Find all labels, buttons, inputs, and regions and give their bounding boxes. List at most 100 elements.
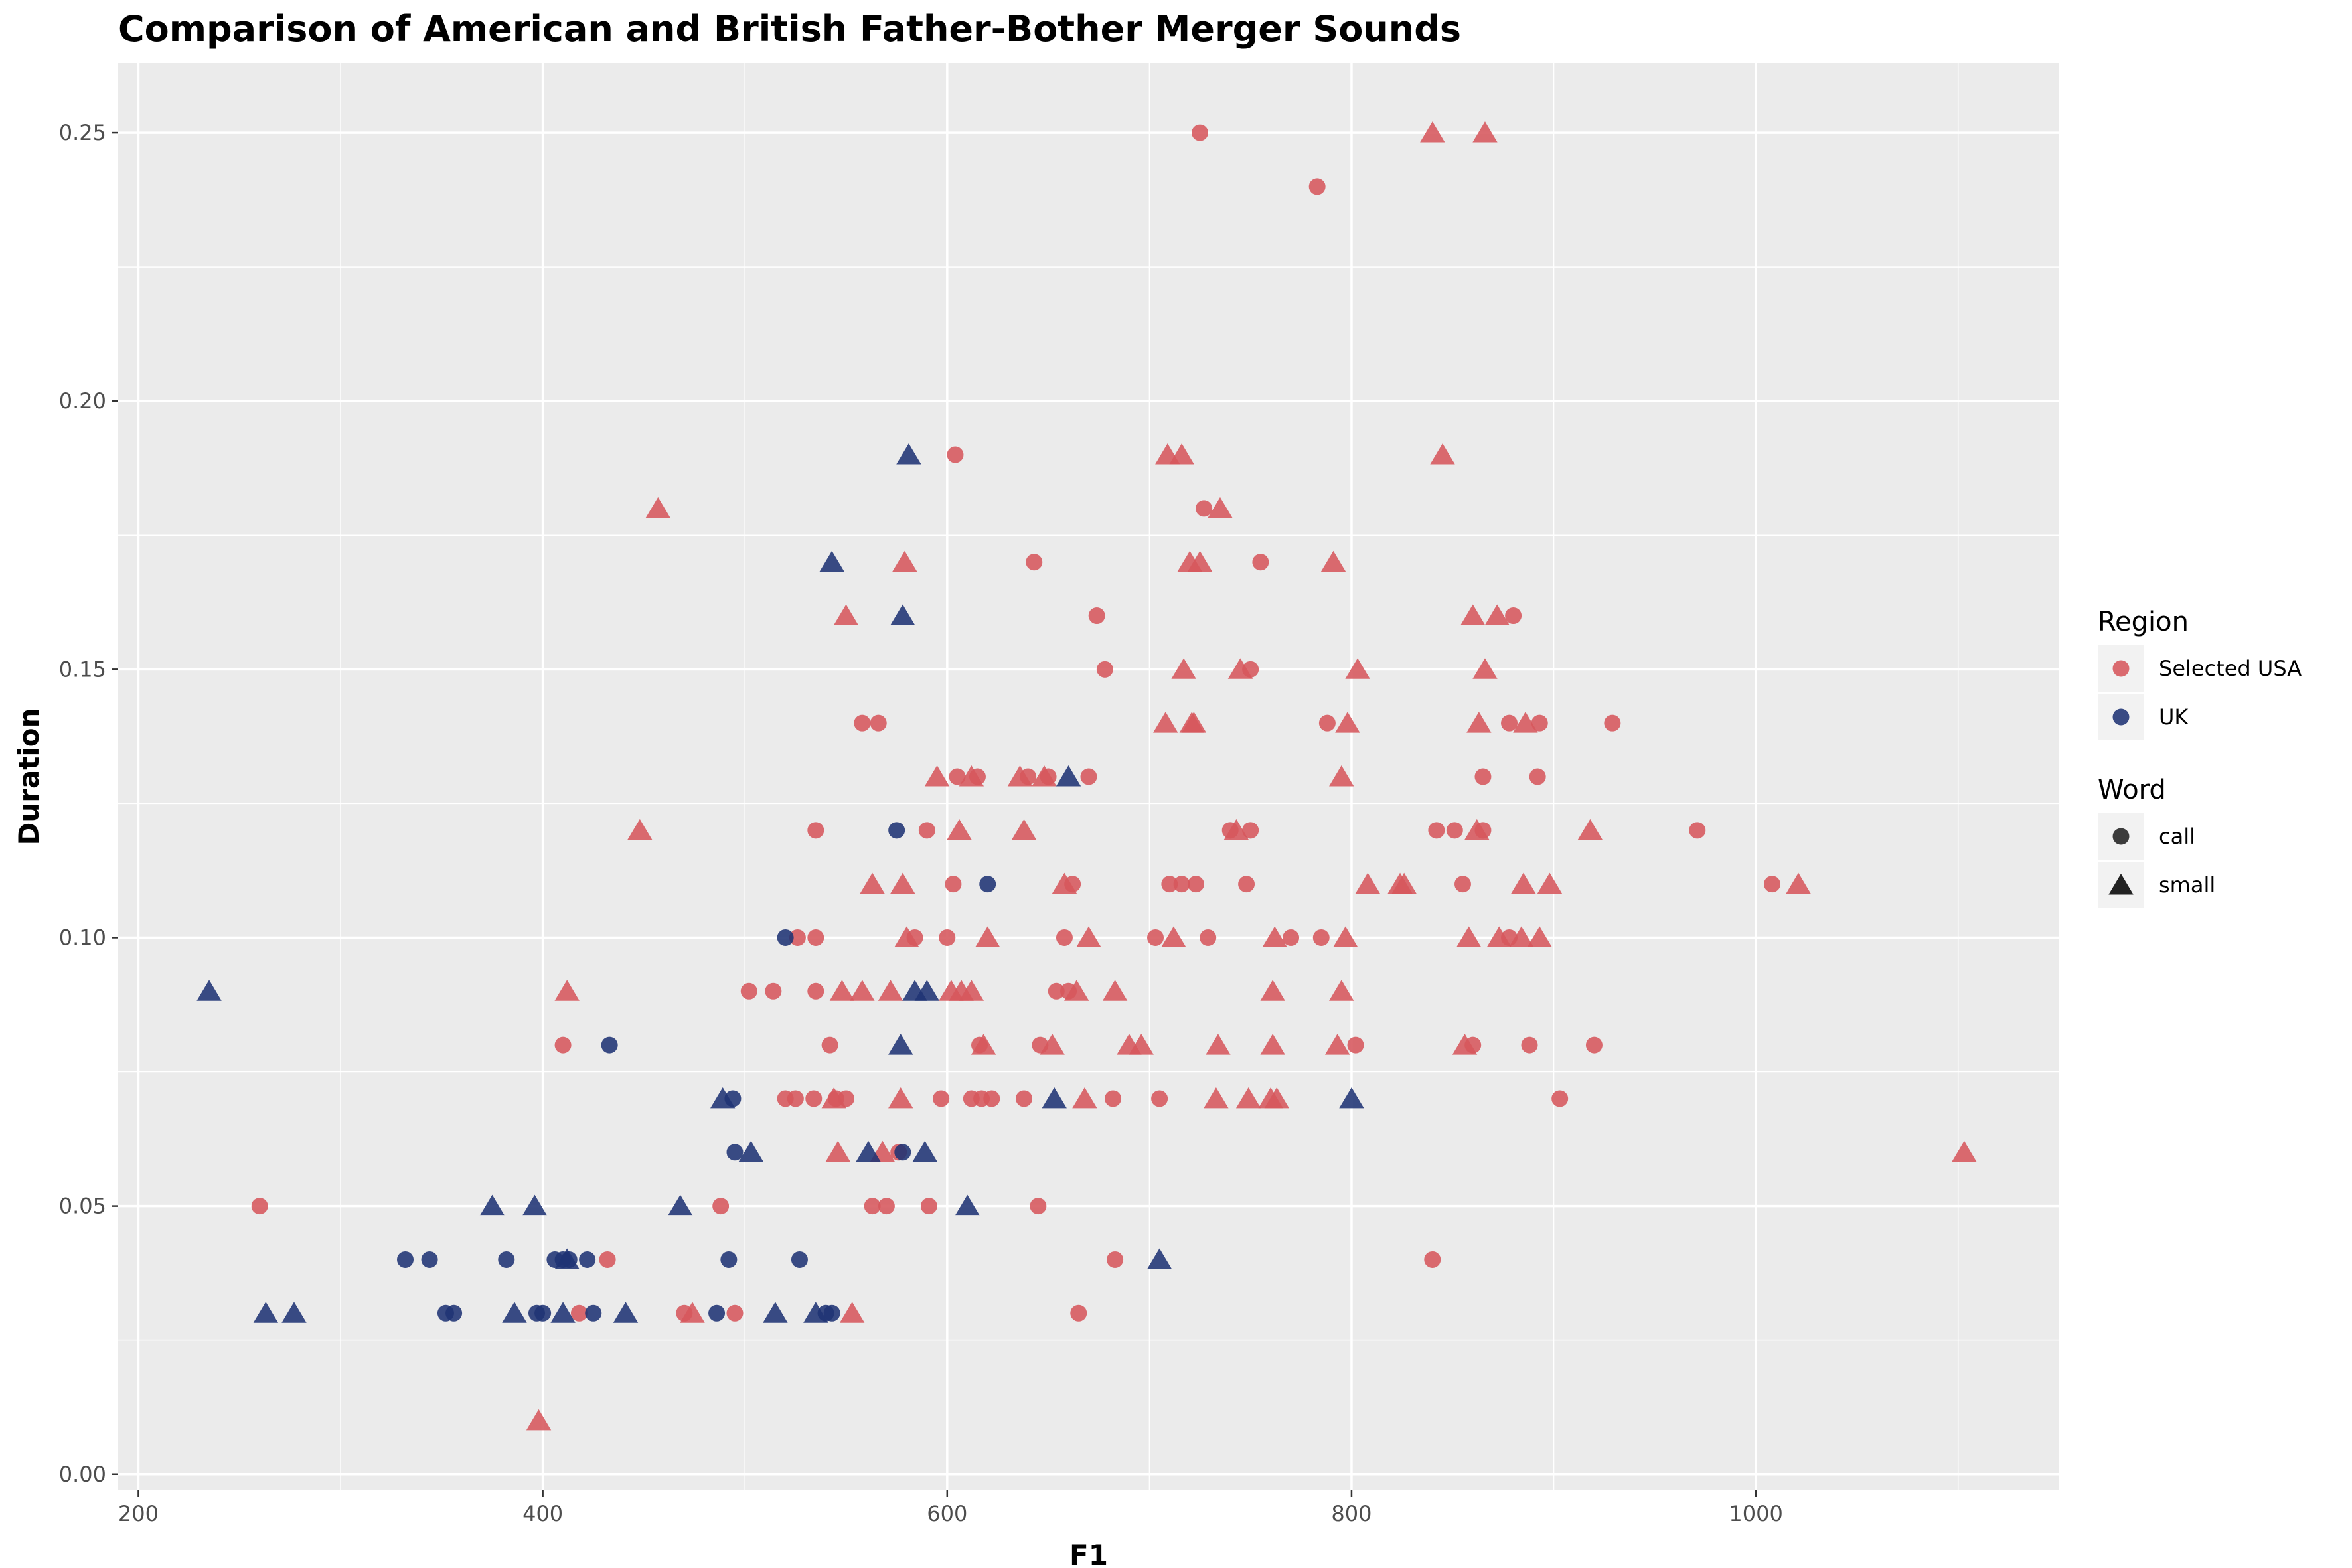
data-point-triangle (1208, 497, 1233, 518)
data-point-circle (1505, 607, 1522, 625)
data-point-triangle (680, 1302, 705, 1323)
data-point-triangle (833, 604, 859, 625)
data-point-triangle (924, 765, 950, 787)
data-point-circle (920, 1198, 937, 1215)
data-point-triangle (1329, 765, 1354, 787)
data-point-triangle (1129, 1034, 1154, 1055)
data-point-triangle (1040, 1034, 1065, 1055)
data-point-triangle (1509, 926, 1534, 947)
data-point-triangle (1052, 872, 1077, 894)
data-point-triangle (856, 1140, 881, 1162)
data-point-circle (1048, 982, 1065, 1000)
data-point-circle (1030, 1198, 1047, 1215)
data-point-circle (708, 1304, 726, 1322)
data-point-triangle (955, 1194, 980, 1216)
data-point-circle (1454, 876, 1471, 893)
data-point-triangle (526, 1409, 552, 1431)
data-point-circle (1347, 1036, 1364, 1054)
data-point-circle (445, 1304, 463, 1322)
major-gridlines (118, 63, 2059, 1490)
x-axis-ticks: 200 400 600 800 1000 (118, 1490, 1783, 1526)
data-point-triangle (971, 1034, 996, 1055)
data-point-circle (1196, 500, 1213, 517)
data-point-circle (498, 1251, 515, 1268)
data-point-circle (397, 1251, 414, 1268)
data-point-circle (579, 1251, 596, 1268)
data-point-triangle (1537, 872, 1563, 894)
data-point-circle (1192, 124, 1209, 141)
data-point-circle (1424, 1251, 1441, 1268)
data-point-triangle (738, 1140, 764, 1162)
y-tick-label: 0.10 (59, 925, 106, 950)
data-point-triangle (888, 1087, 913, 1109)
legend-title: Region (2098, 607, 2189, 637)
data-point-circle (1238, 876, 1255, 893)
data-point-circle (1088, 607, 1105, 625)
data-point-triangle (1420, 121, 1445, 143)
data-point-triangle (1472, 658, 1498, 679)
data-point-circle (1252, 554, 1269, 571)
data-point-triangle (627, 819, 653, 840)
data-point-circle (599, 1251, 616, 1268)
data-point-circle (1474, 768, 1492, 785)
data-point-triangle (710, 1087, 736, 1109)
data-point-triangle (1355, 872, 1381, 894)
data-point-triangle (668, 1194, 693, 1216)
data-point-circle (789, 929, 806, 946)
data-point-triangle (1260, 980, 1285, 1001)
data-point-circle (805, 1090, 823, 1107)
data-point-circle (1242, 822, 1259, 839)
data-point-circle (1070, 1304, 1087, 1322)
legend-key-circle (2112, 828, 2130, 845)
data-point-circle (979, 876, 996, 893)
data-point-triangle (912, 1140, 937, 1162)
data-point-triangle (554, 1248, 580, 1269)
data-point-circle (807, 822, 824, 839)
data-point-circle (1531, 714, 1548, 732)
data-point-triangle (1333, 926, 1358, 947)
data-point-triangle (479, 1194, 505, 1216)
data-point-triangle (1430, 443, 1455, 465)
data-point-triangle (894, 926, 919, 947)
data-point-triangle (896, 443, 921, 465)
data-point-triangle (1486, 926, 1512, 947)
data-point-circle (1689, 822, 1706, 839)
data-point-circle (1312, 929, 1330, 946)
data-point-triangle (522, 1194, 548, 1216)
data-point-triangle (1011, 819, 1037, 840)
data-point-triangle (1786, 872, 1811, 894)
y-tick-label: 0.05 (59, 1194, 106, 1219)
data-point-circle (870, 714, 887, 732)
data-point-triangle (1456, 926, 1482, 947)
y-axis-ticks: 0.00 0.05 0.10 0.15 0.20 0.25 (59, 120, 118, 1487)
data-point-triangle (1204, 1087, 1229, 1109)
data-point-circle (740, 982, 757, 1000)
data-point-triangle (1466, 712, 1492, 733)
data-point-circle (601, 1036, 618, 1054)
data-point-circle (534, 1304, 552, 1322)
data-point-triangle (959, 980, 984, 1001)
data-point-circle (765, 982, 782, 1000)
data-point-triangle (803, 1302, 828, 1323)
data-point-circle (1501, 714, 1518, 732)
data-point-triangle (1577, 819, 1603, 840)
data-point-circle (823, 1304, 840, 1322)
data-point-circle (894, 1144, 911, 1161)
data-point-circle (864, 1198, 881, 1215)
data-point-triangle (1464, 819, 1490, 840)
data-point-triangle (892, 550, 917, 572)
data-point-circle (1446, 822, 1463, 839)
data-point-circle (1551, 1090, 1569, 1107)
data-points (196, 121, 1977, 1431)
data-point-triangle (947, 819, 972, 840)
data-point-triangle (1511, 872, 1536, 894)
data-point-circle (1604, 714, 1621, 732)
data-point-triangle (914, 980, 940, 1001)
data-point-circle (918, 822, 935, 839)
data-point-triangle (1324, 1034, 1350, 1055)
data-point-triangle (890, 604, 915, 625)
data-point-triangle (502, 1302, 527, 1323)
data-point-circle (1318, 714, 1336, 732)
legend-key-circle (2112, 708, 2130, 726)
y-tick-label: 0.25 (59, 120, 106, 145)
